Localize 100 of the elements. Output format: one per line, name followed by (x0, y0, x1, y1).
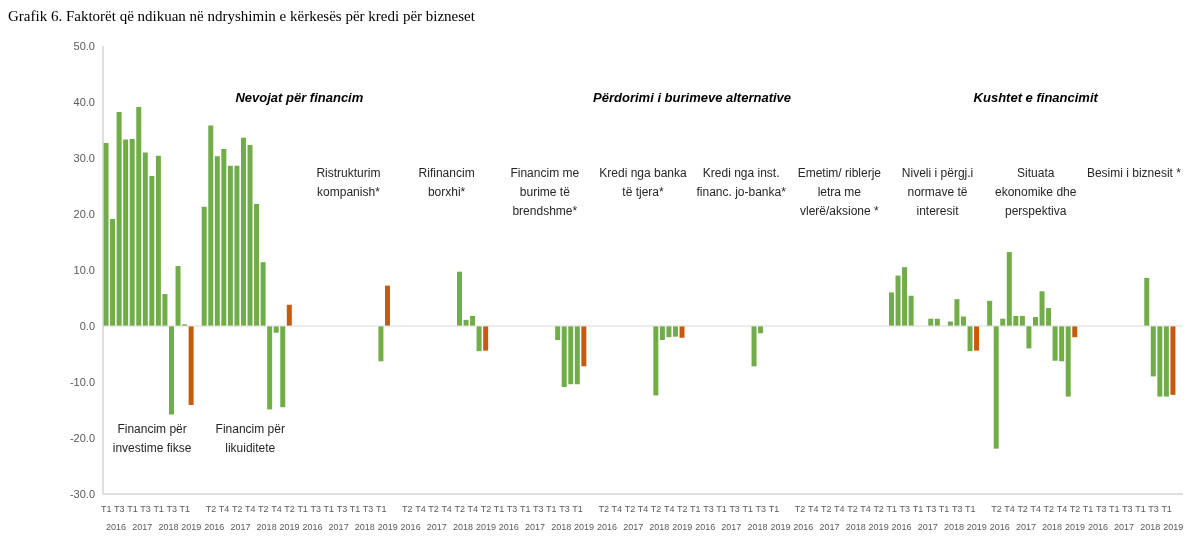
bar (1026, 326, 1032, 349)
x-tick-label: T2 (258, 504, 269, 514)
bar (260, 262, 266, 326)
annotation: Rifinancim borxhi* (417, 164, 476, 201)
x-tick-label: T1 (127, 504, 138, 514)
x-tick-label: T4 (860, 504, 871, 514)
text: 2017 (131, 522, 154, 532)
x-tick-label: T3 (506, 504, 518, 514)
x-tick-label: T2 (1069, 504, 1081, 514)
bar (960, 316, 966, 326)
x-tick-label: T3 (114, 504, 125, 514)
text: 2018 (157, 522, 180, 532)
bar (555, 326, 561, 340)
x-tick-label: T2 (231, 504, 243, 514)
text: 2019 (376, 522, 399, 532)
x-tick-label: T1 (519, 504, 531, 514)
bar (1163, 326, 1169, 397)
x-tick-label: T2 (598, 504, 609, 514)
text: 2018 (255, 522, 278, 532)
x-tick-label: T2 (677, 504, 688, 514)
y-tick-label: 0.0 (79, 319, 95, 332)
y-tick-label: -20.0 (69, 431, 95, 444)
x-tick-label: T4 (245, 504, 256, 514)
x-tick-label: T1 (101, 504, 112, 514)
x-tick-label: T4 (611, 504, 623, 514)
x-tick-label: T2 (873, 504, 884, 514)
bar (1170, 326, 1176, 395)
x-tick-label: T1 (179, 504, 191, 514)
bar (974, 326, 980, 351)
annotation: Besimi i biznesit * (1086, 164, 1181, 182)
x-tick-label: T2 (847, 504, 858, 514)
bar (168, 326, 174, 415)
x-tick-label: T1 (768, 504, 780, 514)
text: 2017 (524, 522, 546, 532)
x-tick-label: T1 (297, 504, 308, 514)
annotation: Kushtet e financimit (972, 90, 1100, 105)
bar (1065, 326, 1071, 397)
bar (993, 326, 999, 449)
x-tick-label: T3 (755, 504, 767, 514)
x-tick-label: T4 (467, 504, 479, 514)
bar (456, 271, 462, 326)
text: 2019 (474, 522, 497, 532)
text: 2018 (550, 522, 573, 532)
x-tick-label: T3 (533, 504, 544, 514)
x-tick-label: T2 (624, 504, 636, 514)
x-tick-label: T4 (441, 504, 452, 514)
x-tick-label: T2 (205, 504, 217, 514)
text: 2019 (180, 522, 203, 532)
text: 2017 (622, 522, 645, 532)
text: 2016 (1086, 522, 1109, 532)
x-tick-label: T3 (336, 504, 348, 514)
x-tick-label: T4 (271, 504, 282, 514)
bar (188, 326, 194, 405)
y-tick-label: 40.0 (73, 95, 95, 108)
text: 2019 (965, 522, 988, 532)
text: 2019 (278, 522, 301, 532)
text: 2016 (792, 522, 815, 532)
text: 2018 (942, 522, 965, 532)
text: 2016 (694, 522, 717, 532)
annotation: Financim për likuiditete (214, 421, 286, 458)
annotation: Niveli i përgj.i normave të interesit (900, 164, 975, 220)
text: 2016 (203, 522, 226, 532)
x-tick-label: T3 (1122, 504, 1133, 514)
text: 2018 (1041, 522, 1064, 532)
x-tick-label: T2 (650, 504, 662, 514)
bar (240, 137, 246, 326)
x-tick-label: T3 (1148, 504, 1159, 514)
bar (378, 326, 384, 362)
x-tick-label: T3 (703, 504, 714, 514)
x-tick-label: T4 (637, 504, 649, 514)
x-tick-label: T2 (428, 504, 439, 514)
bar (483, 326, 489, 351)
annotation: Situata ekonomike dhe perspektiva (994, 164, 1078, 220)
text: 2017 (1113, 522, 1136, 532)
text: 2019 (867, 522, 890, 532)
x-tick-label: T2 (794, 504, 806, 514)
x-tick-label: T3 (899, 504, 911, 514)
x-tick-label: T1 (886, 504, 897, 514)
x-tick-label: T1 (153, 504, 164, 514)
x-tick-label: T1 (349, 504, 361, 514)
x-tick-label: T4 (1004, 504, 1015, 514)
text: 2016 (105, 522, 128, 532)
x-tick-label: T1 (690, 504, 701, 514)
text: 2018 (353, 522, 376, 532)
x-tick-label: T3 (140, 504, 151, 514)
x-tick-label: T3 (1095, 504, 1107, 514)
text: 2016 (988, 522, 1011, 532)
x-tick-label: T1 (965, 504, 976, 514)
text: 2017 (1014, 522, 1037, 532)
x-tick-label: T3 (559, 504, 570, 514)
x-tick-label: T2 (284, 504, 295, 514)
x-tick-label: T1 (546, 504, 557, 514)
text: 2019 (573, 522, 596, 532)
bar (967, 326, 973, 352)
x-tick-label: T1 (493, 504, 505, 514)
text: 2019 (769, 522, 792, 532)
x-tick-label: T3 (729, 504, 740, 514)
x-tick-label: T1 (716, 504, 727, 514)
bar (581, 326, 587, 367)
text: 2017 (229, 522, 252, 532)
